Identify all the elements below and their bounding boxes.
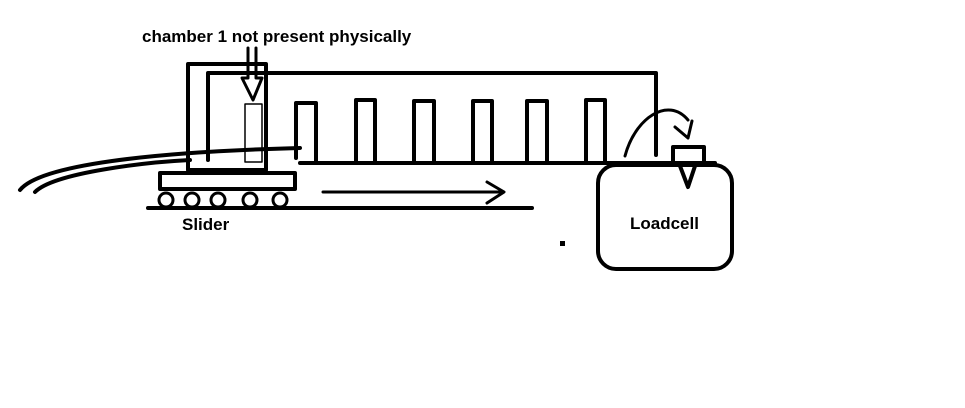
wheel-1 [157,191,175,209]
wheel-5 [271,191,289,209]
loadcell-body [596,163,734,271]
chamber-6 [525,99,549,165]
cable-outer [18,146,302,192]
motion-arrow-head [485,180,506,205]
chamber-1-ghost [244,103,263,163]
down-arrow [240,46,264,102]
chamber-7 [584,98,607,165]
wheel-2 [183,191,201,209]
stray-dot [560,241,565,246]
chamber-5 [471,99,494,165]
wheel-4 [241,191,259,209]
chamber-3 [354,98,377,165]
cable-inner [33,158,192,194]
chamber-2 [294,101,318,165]
chamber-frame [186,62,268,172]
sensor-tip [678,164,697,189]
slider-platform [158,171,297,191]
loadcell-label: Loadcell [630,214,699,233]
curved-arrow [623,108,690,158]
slider-label: Slider [182,215,230,234]
wheel-3 [209,191,227,209]
curved-arrow-head [673,119,694,140]
chamber-note-label: chamber 1 not present physically [142,27,412,46]
chamber-4 [412,99,436,165]
